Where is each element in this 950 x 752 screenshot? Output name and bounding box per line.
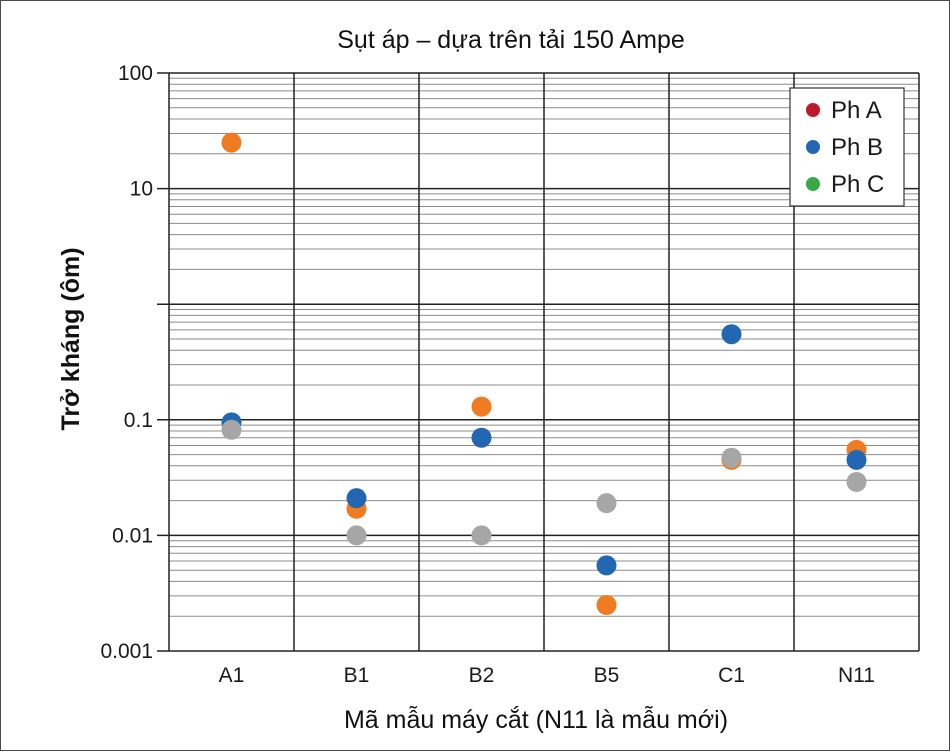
- data-point: [471, 396, 492, 417]
- y-tick-label: 0.01: [112, 524, 153, 547]
- y-tick-label: 0.1: [124, 409, 153, 432]
- legend-marker: [806, 140, 820, 154]
- data-point: [471, 427, 492, 448]
- legend-label: Ph B: [831, 134, 883, 161]
- y-axis-label: Trở kháng (ôm): [57, 247, 85, 430]
- legend-marker: [806, 103, 820, 117]
- data-point: [471, 525, 492, 546]
- y-tick-label: 100: [118, 62, 153, 85]
- data-point: [596, 555, 617, 576]
- data-points: [221, 132, 867, 615]
- x-tick-label: C1: [718, 664, 745, 687]
- x-tick-label: B1: [344, 664, 370, 687]
- legend-label: Ph A: [831, 97, 882, 124]
- data-point: [221, 132, 242, 153]
- data-point: [721, 447, 742, 468]
- x-tick-label: B2: [469, 664, 495, 687]
- data-point: [346, 488, 367, 509]
- x-tick-label: N11: [838, 664, 875, 687]
- y-tick-labels: 100 10 0.1 0.01 0.001: [100, 62, 153, 663]
- x-tick-label: B5: [594, 664, 620, 687]
- data-point: [846, 449, 867, 470]
- legend-marker: [806, 177, 820, 191]
- legend: Ph A Ph B Ph C: [789, 87, 905, 207]
- y-tick-label: 0.001: [100, 640, 153, 663]
- x-tick-label: A1: [219, 664, 245, 687]
- y-tick-label: 10: [130, 178, 153, 201]
- data-point: [596, 594, 617, 615]
- legend-label: Ph C: [831, 171, 884, 198]
- data-point: [846, 471, 867, 492]
- data-point: [721, 324, 742, 345]
- chart-title: Sụt áp – dựa trên tải 150 Ampe: [337, 26, 685, 54]
- data-point: [346, 525, 367, 546]
- data-point: [596, 493, 617, 514]
- x-axis-label: Mã mẫu máy cắt (N11 là mẫu mới): [344, 705, 728, 734]
- x-tick-labels: A1 B1 B2 B5 C1 N11: [219, 664, 875, 687]
- data-point: [221, 419, 242, 440]
